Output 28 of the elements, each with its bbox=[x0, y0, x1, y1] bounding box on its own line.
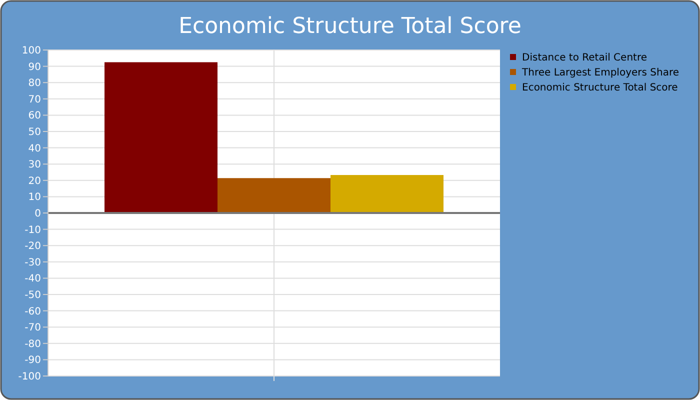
y-tick-label: 40 bbox=[28, 143, 41, 154]
chart-title: Economic Structure Total Score bbox=[178, 14, 522, 39]
y-tick-label: 20 bbox=[28, 176, 41, 187]
y-tick-label: 0 bbox=[34, 208, 41, 220]
y-tick-label: 10 bbox=[28, 192, 41, 204]
y-tick-label: -60 bbox=[24, 306, 41, 318]
legend-label: Economic Structure Total Score bbox=[522, 82, 678, 94]
bar bbox=[330, 175, 444, 213]
legend-label: Distance to Retail Centre bbox=[522, 52, 647, 64]
y-tick-label: -100 bbox=[18, 372, 41, 382]
y-tick-label: -10 bbox=[24, 224, 41, 236]
y-tick-label: -70 bbox=[24, 322, 41, 334]
bar bbox=[218, 178, 330, 213]
y-tick-label: 90 bbox=[28, 62, 41, 73]
y-tick-label: -40 bbox=[24, 274, 41, 285]
y-tick-label: 70 bbox=[28, 94, 41, 106]
y-tick-label: 30 bbox=[28, 160, 41, 171]
y-tick-label: -30 bbox=[24, 257, 41, 268]
y-tick-label: 60 bbox=[28, 110, 41, 122]
y-tick-label: -20 bbox=[24, 241, 41, 252]
y-tick-label: 50 bbox=[28, 127, 41, 138]
legend-label: Three Largest Employers Share bbox=[521, 68, 679, 78]
y-tick-label: 100 bbox=[22, 46, 41, 56]
y-tick-label: -90 bbox=[24, 355, 41, 366]
y-tick-label: -50 bbox=[24, 290, 41, 301]
bar bbox=[104, 62, 218, 213]
y-tick-label: 80 bbox=[28, 78, 41, 90]
y-tick-label: -80 bbox=[24, 338, 41, 350]
